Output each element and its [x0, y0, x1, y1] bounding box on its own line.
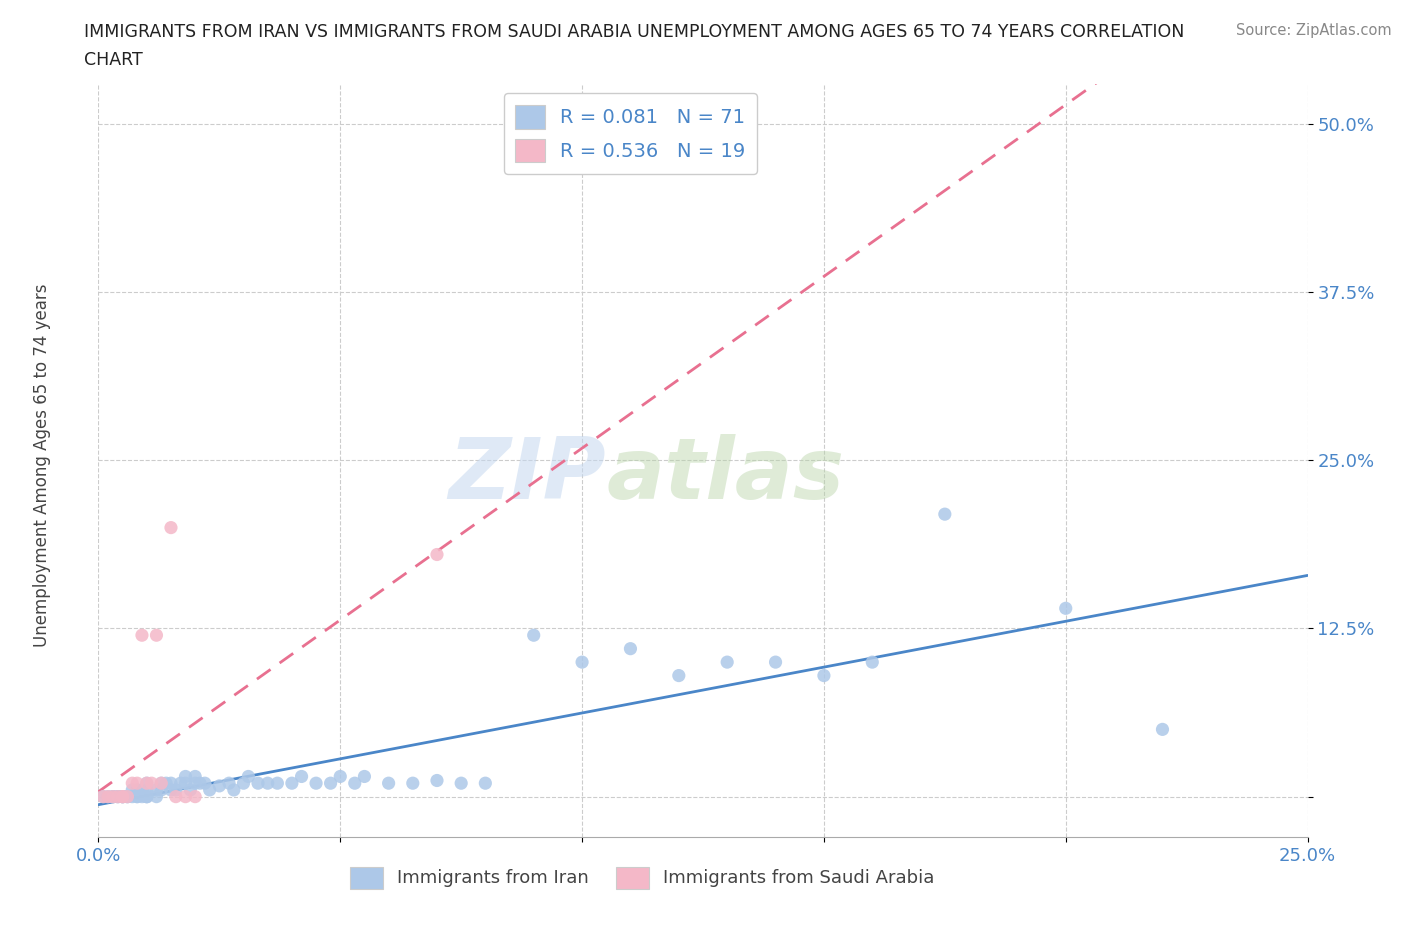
Point: [619, 642, 641, 657]
Point: [174, 769, 197, 784]
Point: [571, 655, 593, 670]
Point: [208, 778, 231, 793]
Point: [232, 776, 254, 790]
Point: [319, 776, 342, 790]
Point: [174, 776, 197, 790]
Point: [290, 769, 312, 784]
Text: IMMIGRANTS FROM IRAN VS IMMIGRANTS FROM SAUDI ARABIA UNEMPLOYMENT AMONG AGES 65 : IMMIGRANTS FROM IRAN VS IMMIGRANTS FROM …: [84, 23, 1185, 41]
Point: [238, 769, 260, 784]
Point: [111, 790, 134, 804]
Point: [765, 655, 787, 670]
Point: [165, 782, 187, 797]
Point: [222, 782, 245, 797]
Point: [198, 782, 221, 797]
Text: CHART: CHART: [84, 51, 143, 69]
Point: [160, 776, 183, 790]
Point: [194, 776, 217, 790]
Text: atlas: atlas: [606, 434, 845, 517]
Point: [174, 790, 197, 804]
Point: [127, 782, 149, 797]
Point: [474, 776, 496, 790]
Point: [131, 790, 153, 804]
Point: [117, 790, 139, 804]
Point: [1054, 601, 1077, 616]
Point: [121, 782, 143, 797]
Point: [127, 776, 149, 790]
Point: [111, 790, 134, 804]
Point: [111, 790, 134, 804]
Point: [101, 790, 124, 804]
Point: [377, 776, 399, 790]
Point: [860, 655, 883, 670]
Point: [523, 628, 546, 643]
Point: [97, 790, 120, 804]
Point: [329, 769, 352, 784]
Point: [135, 776, 157, 790]
Point: [179, 782, 201, 797]
Point: [281, 776, 304, 790]
Point: [150, 776, 173, 790]
Text: Source: ZipAtlas.com: Source: ZipAtlas.com: [1236, 23, 1392, 38]
Point: [184, 776, 207, 790]
Point: [131, 628, 153, 643]
Point: [160, 782, 183, 797]
Point: [135, 776, 157, 790]
Point: [353, 769, 375, 784]
Point: [1152, 722, 1174, 737]
Point: [160, 520, 183, 535]
Text: Unemployment Among Ages 65 to 74 years: Unemployment Among Ages 65 to 74 years: [34, 284, 51, 646]
Point: [402, 776, 425, 790]
Point: [169, 776, 191, 790]
Point: [188, 776, 211, 790]
Point: [184, 790, 207, 804]
Point: [127, 790, 149, 804]
Point: [266, 776, 288, 790]
Point: [107, 790, 129, 804]
Text: ZIP: ZIP: [449, 434, 606, 517]
Point: [111, 790, 134, 804]
Point: [135, 790, 157, 804]
Point: [426, 773, 449, 788]
Point: [117, 790, 139, 804]
Point: [305, 776, 328, 790]
Point: [155, 776, 177, 790]
Point: [426, 547, 449, 562]
Point: [145, 782, 167, 797]
Point: [141, 776, 163, 790]
Point: [716, 655, 738, 670]
Point: [150, 776, 173, 790]
Point: [117, 790, 139, 804]
Point: [247, 776, 270, 790]
Legend: Immigrants from Iran, Immigrants from Saudi Arabia: Immigrants from Iran, Immigrants from Sa…: [343, 859, 942, 896]
Point: [107, 790, 129, 804]
Point: [91, 790, 114, 804]
Point: [97, 790, 120, 804]
Point: [101, 790, 124, 804]
Point: [145, 628, 167, 643]
Point: [450, 776, 472, 790]
Point: [91, 790, 114, 804]
Point: [107, 790, 129, 804]
Point: [135, 782, 157, 797]
Point: [101, 790, 124, 804]
Point: [121, 776, 143, 790]
Point: [218, 776, 240, 790]
Point: [135, 790, 157, 804]
Point: [668, 668, 690, 683]
Point: [343, 776, 366, 790]
Point: [150, 782, 173, 797]
Point: [184, 769, 207, 784]
Point: [135, 790, 157, 804]
Point: [121, 790, 143, 804]
Point: [934, 507, 956, 522]
Point: [256, 776, 278, 790]
Point: [111, 790, 134, 804]
Point: [127, 790, 149, 804]
Point: [131, 782, 153, 797]
Point: [165, 790, 187, 804]
Point: [813, 668, 835, 683]
Point: [145, 790, 167, 804]
